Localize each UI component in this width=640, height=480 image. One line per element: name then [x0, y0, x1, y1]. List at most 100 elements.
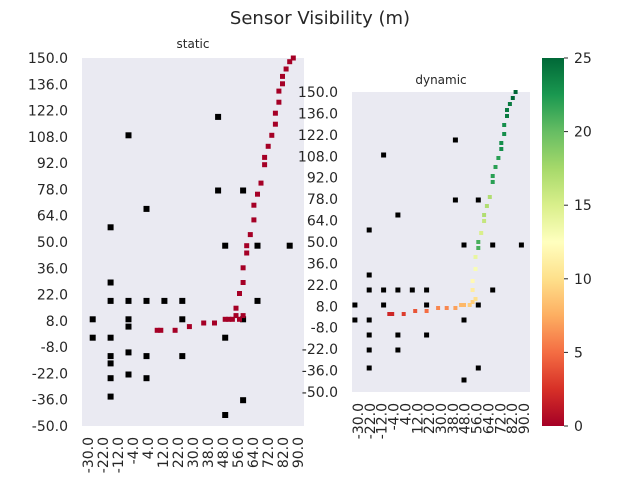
- static-trajectory-cell: [280, 81, 285, 87]
- dynamic-trajectory-cell: [444, 306, 449, 310]
- static-x-tick-label: 64.0: [246, 437, 262, 468]
- static-obstacle-cell: [143, 375, 150, 382]
- dynamic-obstacle-cell: [352, 317, 358, 323]
- dynamic-trajectory-cell: [502, 132, 507, 136]
- dynamic-trajectory-cell: [470, 279, 475, 283]
- static-y-tick-label: 136.0: [28, 77, 68, 93]
- static-trajectory-cell: [240, 280, 246, 285]
- static-y-tick-label: -50.0: [32, 419, 68, 435]
- dynamic-obstacle-cell: [475, 302, 481, 308]
- static-x-tick-label: 22.0: [171, 437, 187, 468]
- static-trajectory-cell: [255, 191, 260, 197]
- static-x-tick-label: 4.0: [141, 437, 157, 459]
- dynamic-trajectory-cell: [505, 108, 509, 112]
- static-trajectory-cell: [258, 180, 264, 186]
- static-trajectory-cell: [287, 59, 293, 65]
- static-obstacle-cell: [222, 242, 229, 249]
- static-obstacle-cell: [240, 187, 247, 194]
- static-trajectory-cell: [276, 99, 282, 105]
- dynamic-x-tick-label: -30.0: [351, 403, 367, 439]
- dynamic-obstacle-cell: [518, 242, 524, 248]
- static-obstacle-cell: [107, 297, 114, 304]
- dynamic-trajectory-cell: [487, 195, 492, 199]
- dynamic-y-ticks: 150.0 136.0 122.0 108.0 92.0 78.0 64.0 50.0 36.0…: [298, 85, 338, 401]
- dynamic-trajectory-cell: [470, 300, 475, 304]
- dynamic-x-tick-label: 90.0: [517, 403, 533, 434]
- static-y-tick-label: 36.0: [37, 261, 68, 277]
- dynamic-trajectory-cell: [467, 303, 472, 307]
- dynamic-obstacle-cell: [424, 287, 430, 293]
- static-obstacle-cell: [89, 316, 96, 323]
- colorbar-tick-label: 15: [574, 198, 592, 214]
- static-y-tick-label: 122.0: [28, 104, 68, 120]
- dynamic-y-tick-label: -36.0: [302, 364, 338, 380]
- static-trajectory-cell: [172, 327, 178, 333]
- dynamic-trajectory-cell: [510, 96, 515, 100]
- static-trajectory-cell: [233, 305, 239, 311]
- colorbar-tick-label: 5: [574, 345, 583, 361]
- dynamic-trajectory-cell: [513, 90, 518, 94]
- dynamic-y-tick-label: 64.0: [307, 214, 338, 230]
- static-y-tick-label: 50.0: [37, 235, 68, 251]
- static-trajectory-cell: [251, 202, 257, 208]
- static-trajectory-cell: [201, 320, 207, 326]
- static-obstacle-cell: [107, 375, 114, 382]
- static-x-tick-label: 90.0: [291, 437, 307, 468]
- static-x-tick-label: -30.0: [81, 437, 97, 473]
- static-trajectory-cell: [240, 313, 246, 319]
- colorbar-tick-label: 25: [574, 51, 592, 67]
- colorbar: 0 5 10 15 20 25: [542, 51, 592, 435]
- static-trajectory-cell: [158, 327, 164, 333]
- dynamic-obstacle-cell: [452, 197, 458, 203]
- dynamic-obstacle-cell: [366, 347, 372, 353]
- static-trajectory-cell: [280, 73, 285, 79]
- dynamic-trajectory-cell: [473, 267, 478, 271]
- dynamic-trajectory-cell: [459, 303, 464, 307]
- dynamic-trajectory-cell: [490, 180, 495, 184]
- static-obstacle-cell: [222, 412, 229, 418]
- dynamic-obstacle-cell: [352, 302, 358, 308]
- static-obstacle-cell: [254, 242, 261, 249]
- dynamic-x-tick-label: 48.0: [458, 403, 474, 434]
- dynamic-x-ticks: -30.0-22.0-12.0-4.04.012.022.030.038.048…: [351, 403, 533, 439]
- dynamic-obstacle-cell: [395, 332, 401, 338]
- dynamic-x-tick-label: 22.0: [422, 403, 438, 434]
- static-trajectory-cell: [240, 265, 246, 271]
- dynamic-obstacle-cell: [461, 317, 467, 323]
- dynamic-obstacle-cell: [395, 212, 401, 218]
- dynamic-x-tick-label: 30.0: [434, 403, 450, 434]
- dynamic-trajectory-cell: [413, 309, 418, 313]
- static-y-tick-label: -36.0: [32, 393, 68, 409]
- dynamic-marks: [352, 90, 524, 383]
- dynamic-trajectory-cell: [470, 288, 475, 292]
- dynamic-y-tick-label: -8.0: [311, 321, 338, 337]
- dynamic-y-tick-label: 136.0: [298, 106, 338, 122]
- dynamic-trajectory-cell: [453, 306, 458, 310]
- dynamic-x-tick-label: 12.0: [410, 403, 426, 434]
- dynamic-trajectory-cell: [482, 219, 487, 223]
- static-y-tick-label: 92.0: [37, 156, 68, 172]
- static-y-tick-label: 108.0: [28, 130, 68, 146]
- static-trajectory-cell: [276, 88, 282, 94]
- colorbar-tick-label: 0: [574, 419, 583, 435]
- static-obstacle-cell: [107, 334, 114, 341]
- static-y-tick-label: 8.0: [46, 314, 68, 330]
- static-obstacle-cell: [179, 353, 186, 360]
- static-x-tick-label: -22.0: [96, 437, 112, 473]
- static-trajectory-cell: [283, 66, 289, 72]
- static-trajectory-cell: [222, 316, 228, 322]
- static-trajectory-cell: [226, 316, 232, 322]
- dynamic-obstacle-cell: [381, 302, 387, 308]
- static-trajectory-cell: [233, 313, 239, 319]
- static-trajectory-cell: [262, 162, 268, 168]
- dynamic-trajectory-cell: [473, 297, 478, 301]
- dynamic-trajectory-cell: [473, 255, 478, 259]
- static-x-tick-label: -4.0: [126, 437, 142, 464]
- dynamic-trajectory-cell: [436, 306, 441, 310]
- colorbar-tick-label: 10: [574, 272, 592, 288]
- dynamic-obstacle-cell: [395, 347, 401, 353]
- static-obstacle-cell: [179, 316, 186, 323]
- static-trajectory-cell: [265, 143, 271, 149]
- static-obstacle-cell: [125, 316, 132, 323]
- static-obstacle-cell: [254, 297, 261, 304]
